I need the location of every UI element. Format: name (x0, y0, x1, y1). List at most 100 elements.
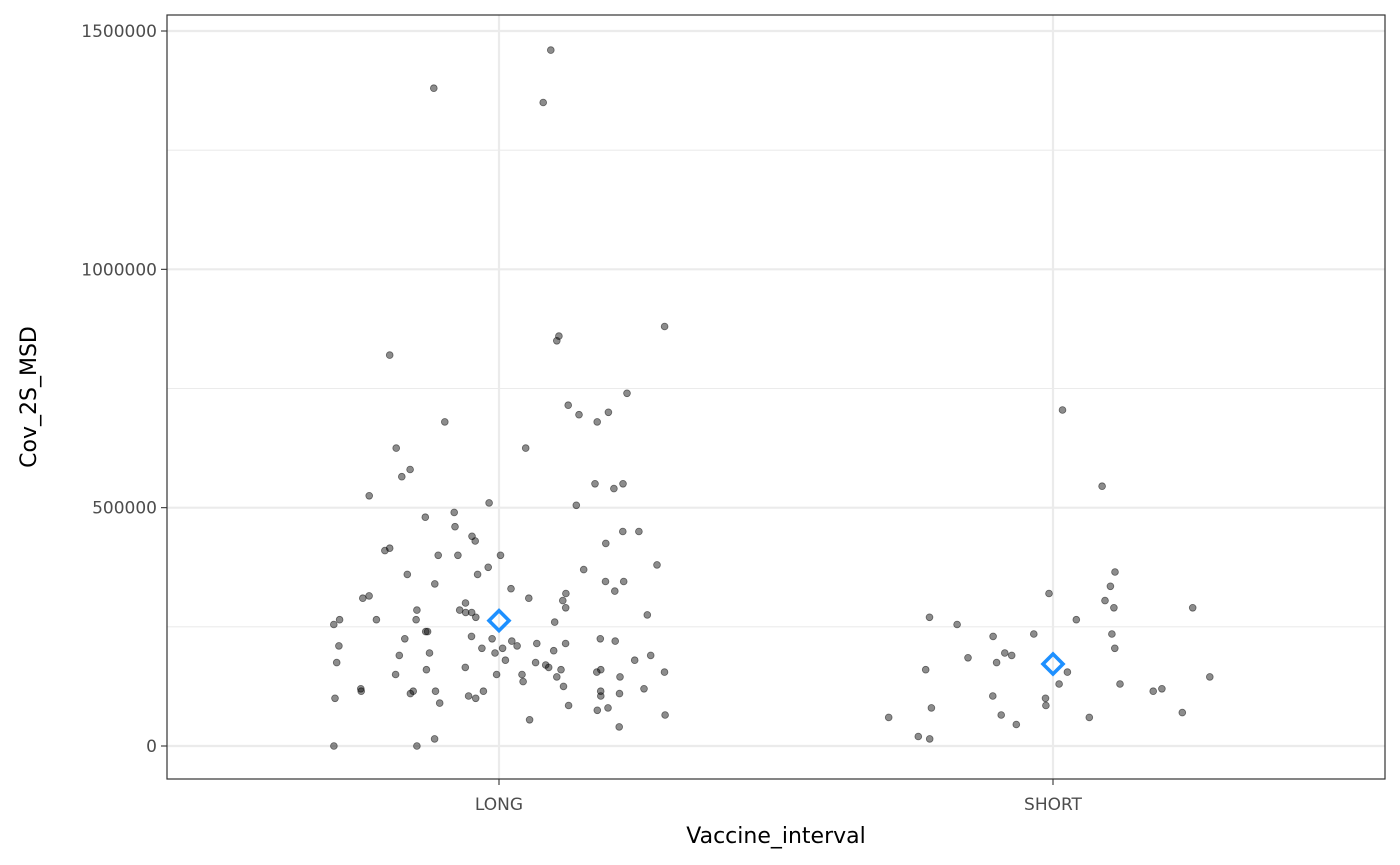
data-point (397, 472, 406, 481)
data-point (425, 649, 434, 657)
data-point (356, 684, 365, 693)
data-point (596, 665, 605, 674)
data-point (330, 742, 338, 750)
data-point (921, 665, 930, 674)
data-point (596, 692, 605, 700)
data-point (619, 479, 627, 488)
data-point (461, 663, 470, 672)
data-point (1063, 668, 1072, 676)
data-point (1058, 406, 1067, 414)
data-point (461, 608, 470, 617)
data-point (615, 723, 623, 731)
data-point (531, 658, 540, 667)
data-point (544, 663, 553, 672)
data-point (434, 551, 443, 560)
data-point (392, 444, 401, 452)
data-point (484, 563, 493, 572)
x-axis: LONG SHORT (475, 779, 1083, 815)
data-point (601, 539, 610, 548)
data-point (610, 484, 618, 493)
data-point (473, 570, 482, 579)
data-point (412, 615, 420, 624)
data-point (513, 642, 521, 650)
data-point (479, 687, 488, 695)
data-point (564, 701, 573, 710)
data-point (1116, 680, 1124, 688)
data-point (914, 732, 923, 741)
data-point (406, 465, 414, 474)
data-point (1000, 649, 1009, 657)
data-point (1098, 482, 1106, 491)
data-point (561, 603, 570, 612)
data-point (557, 665, 565, 674)
data-point (496, 551, 505, 560)
data-point (430, 580, 439, 588)
data-point (549, 646, 558, 655)
y-tick-label: 1000000 (81, 260, 157, 280)
data-point (539, 98, 547, 107)
data-point (532, 639, 541, 648)
data-point (498, 644, 507, 653)
data-point (953, 620, 961, 629)
data-point (643, 611, 652, 619)
data-point (521, 444, 530, 452)
data-point (492, 670, 501, 679)
data-point (478, 644, 486, 653)
y-axis: 0 500000 1000000 1500000 (81, 22, 167, 757)
data-point (485, 499, 493, 507)
data-point (331, 694, 339, 703)
data-point (884, 713, 893, 722)
data-point (467, 632, 476, 641)
data-point (358, 594, 367, 602)
y-tick-label: 1500000 (81, 22, 157, 42)
data-point (335, 615, 344, 624)
y-tick-label: 0 (146, 737, 157, 757)
data-point (552, 336, 561, 345)
data-point (615, 689, 624, 698)
data-point (550, 618, 559, 626)
data-point (925, 735, 934, 743)
data-point (1055, 680, 1063, 688)
data-point (400, 634, 409, 643)
data-point (471, 694, 480, 703)
data-point (491, 649, 499, 657)
data-point (507, 637, 516, 645)
data-point (564, 401, 572, 410)
data-point (525, 715, 534, 724)
data-point (611, 637, 619, 645)
data-point (558, 596, 567, 605)
data-point (488, 634, 496, 643)
data-point (660, 322, 669, 331)
data-point (630, 656, 639, 664)
data-point (357, 687, 366, 695)
data-point (471, 613, 480, 622)
x-tick-label: LONG (475, 795, 523, 815)
data-point (403, 570, 412, 579)
data-point (365, 592, 373, 600)
data-point (610, 587, 619, 595)
data-point (391, 670, 400, 679)
data-point (385, 351, 394, 359)
data-point (1188, 603, 1197, 612)
data-point (660, 668, 669, 676)
data-point (575, 410, 583, 419)
data-point (653, 561, 661, 569)
data-point (421, 513, 430, 521)
data-point (1041, 694, 1050, 703)
data-point (992, 658, 1001, 667)
data-point (579, 565, 588, 574)
x-tick-label: SHORT (1024, 795, 1083, 815)
data-point (592, 668, 601, 676)
data-point (661, 711, 669, 719)
data-point (1158, 684, 1166, 693)
data-point (406, 689, 415, 698)
panel-border (166, 14, 1386, 780)
data-point (381, 546, 389, 555)
data-point (546, 46, 555, 54)
data-point (464, 692, 473, 700)
data-point (1106, 582, 1115, 591)
data-point (1007, 651, 1016, 660)
data-point (431, 687, 440, 695)
